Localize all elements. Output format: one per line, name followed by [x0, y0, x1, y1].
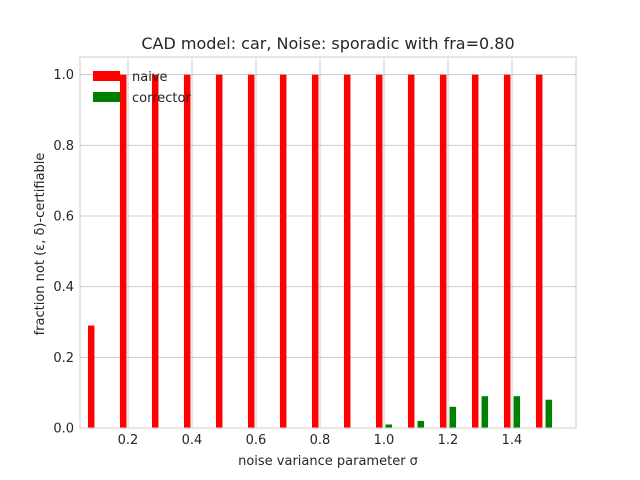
- x-tick-label: 0.6: [246, 433, 267, 448]
- x-tick-label: 0.2: [118, 433, 139, 448]
- bar-naive: [87, 325, 95, 428]
- bar-naive: [503, 74, 511, 429]
- bar-naive: [535, 74, 543, 429]
- y-tick-label: 0.6: [53, 210, 74, 225]
- y-tick-label: 0.8: [53, 139, 74, 154]
- y-axis-label: fraction not (ε, δ)-certifiable: [33, 153, 48, 336]
- legend-label-naive: naive: [132, 70, 168, 85]
- bar-corrector: [385, 424, 393, 428]
- bar-naive: [151, 74, 159, 429]
- bar-naive: [119, 74, 127, 429]
- bar-naive: [375, 74, 383, 429]
- y-tick-label: 0.2: [53, 351, 74, 366]
- x-tick-label: 1.0: [374, 433, 395, 448]
- x-tick-label: 1.2: [438, 433, 459, 448]
- plot-frame: [79, 56, 577, 429]
- legend-label-corrector: corrector: [132, 91, 191, 106]
- bar-naive: [471, 74, 479, 429]
- bar-naive: [247, 74, 255, 429]
- bar-naive: [439, 74, 447, 429]
- y-tick-label: 0.0: [53, 422, 74, 437]
- bar-naive: [311, 74, 319, 429]
- legend: naive corrector: [93, 70, 191, 106]
- bar-naive: [215, 74, 223, 429]
- x-tick-label: 1.4: [502, 433, 523, 448]
- bar-naive: [183, 74, 191, 429]
- bars: [87, 74, 553, 429]
- x-tick-label: 0.8: [310, 433, 331, 448]
- y-tick-label: 1.0: [53, 68, 74, 83]
- bar-naive: [343, 74, 351, 429]
- chart-title: CAD model: car, Noise: sporadic with fra…: [141, 34, 514, 53]
- legend-swatch-corrector: [93, 92, 120, 102]
- grid-lines: [80, 57, 576, 429]
- tick-labels: 0.0 0.2 0.4 0.6 0.8 1.0 0.2 0.4 0.6 0.8 1.0 1.2 1.4: [53, 68, 522, 448]
- x-tick-label: 0.4: [182, 433, 203, 448]
- x-axis-label: noise variance parameter σ: [238, 454, 418, 469]
- plot-area: [80, 57, 576, 428]
- bar-naive: [407, 74, 415, 429]
- bar-naive: [279, 74, 287, 429]
- bar-corrector: [481, 396, 489, 428]
- bar-corrector: [417, 420, 425, 428]
- bar-corrector: [449, 406, 457, 428]
- bar-corrector: [545, 399, 553, 428]
- legend-swatch-naive: [93, 71, 120, 81]
- bar-corrector: [513, 396, 521, 428]
- y-tick-label: 0.4: [53, 280, 74, 295]
